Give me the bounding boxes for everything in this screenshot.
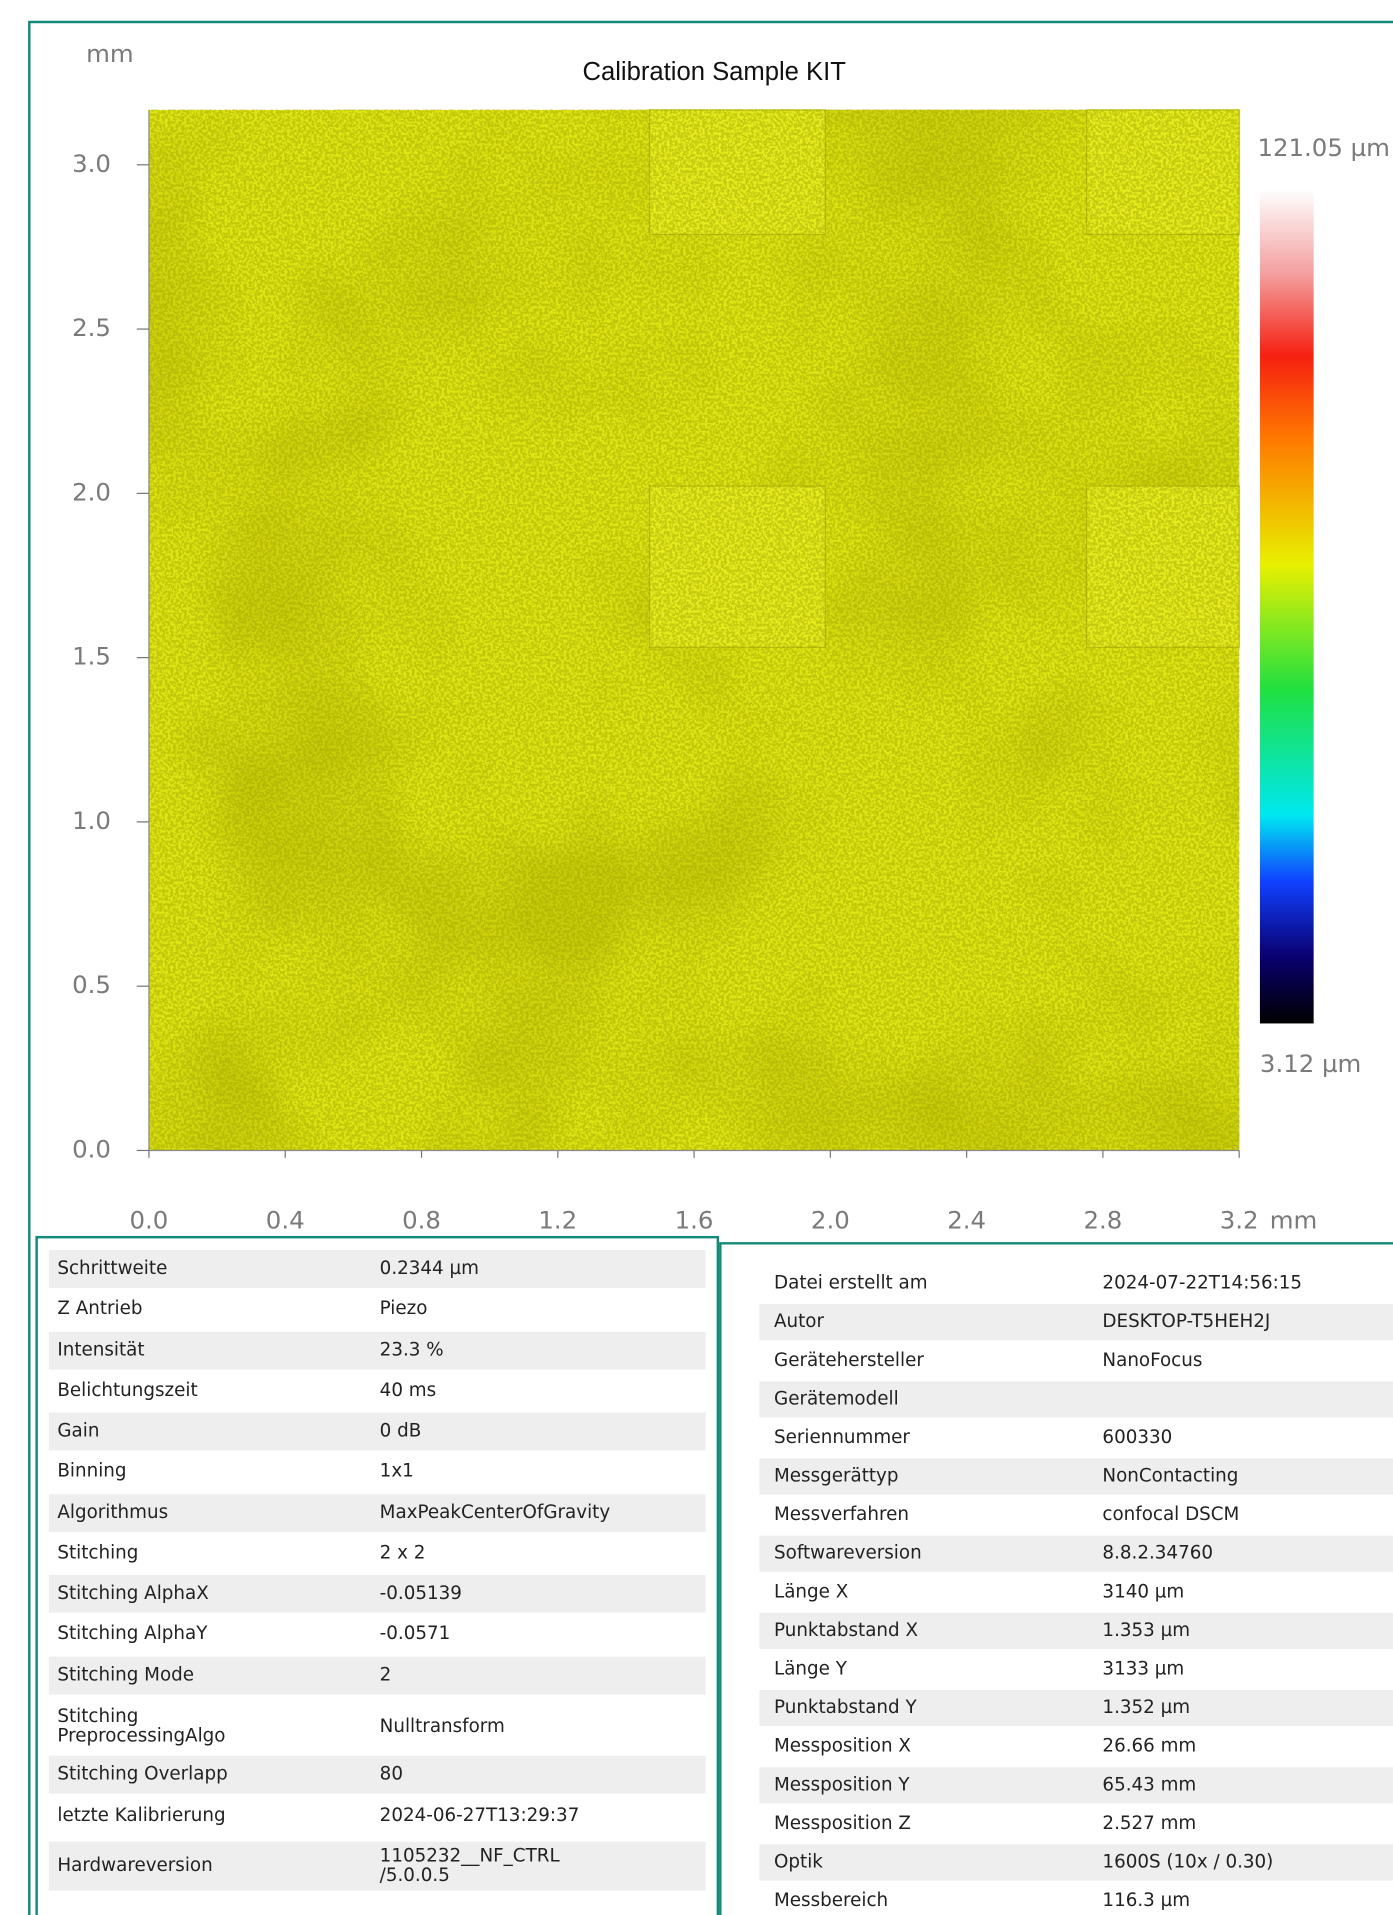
row-value: 80	[380, 1764, 403, 1785]
row-label: Hardwareversion	[57, 1855, 212, 1876]
row-label: Stitching AlphaY	[57, 1623, 208, 1644]
row-value: MaxPeakCenterOfGravity	[380, 1502, 611, 1523]
y-tick-label: 2.0	[72, 477, 111, 506]
row-label: Z Antrieb	[57, 1298, 142, 1319]
row-label: Schrittweite	[57, 1258, 167, 1279]
row-label: Datei erstellt am	[774, 1273, 928, 1294]
row-value: 40 ms	[380, 1380, 436, 1401]
row-label: Stitching	[57, 1542, 138, 1563]
colorbar-min: 3.12 µm	[1260, 1049, 1361, 1078]
row-label: Belichtungszeit	[57, 1380, 197, 1401]
y-tick-label: 3.0	[72, 149, 111, 178]
row-value: Piezo	[380, 1298, 428, 1319]
row-bg	[759, 1844, 1393, 1880]
row-label: PreprocessingAlgo	[57, 1726, 225, 1747]
y-tick-label: 2.5	[72, 313, 111, 342]
y-tick-label: 0.5	[72, 970, 111, 999]
row-label: letzte Kalibrierung	[57, 1805, 225, 1826]
row-value: 3140 µm	[1102, 1581, 1184, 1602]
x-unit: mm	[1270, 1205, 1318, 1234]
row-label: Autor	[774, 1311, 824, 1332]
row-value: 2 x 2	[380, 1542, 426, 1563]
row-label: Punktabstand X	[774, 1620, 918, 1641]
row-value: 1600S (10x / 0.30)	[1102, 1851, 1273, 1872]
y-unit: mm	[86, 39, 134, 68]
row-label: Messposition Z	[774, 1813, 911, 1834]
row-value: 2024-06-27T13:29:37	[380, 1805, 580, 1826]
row-label: Messverfahren	[774, 1504, 909, 1525]
row-value: 2024-07-22T14:56:15	[1102, 1273, 1302, 1294]
row-value: 1105232__NF_CTRL	[380, 1845, 561, 1866]
row-label: Stitching Mode	[57, 1665, 194, 1686]
surface-texture	[149, 110, 1239, 1151]
row-label: Punktabstand Y	[774, 1697, 917, 1718]
row-label: Länge X	[774, 1581, 848, 1602]
screen: mm Calibration Sample KIT 121.05 µm 3.12…	[0, 0, 1393, 1915]
x-tick-label: 0.8	[402, 1205, 441, 1234]
colorbar	[1260, 189, 1314, 1023]
row-label: Messposition Y	[774, 1774, 910, 1795]
y-tick-label: 1.0	[72, 806, 111, 835]
row-label: Softwareversion	[774, 1543, 922, 1564]
row-label: Seriennummer	[774, 1427, 910, 1448]
row-value: 116.3 µm	[1102, 1890, 1190, 1911]
row-label: Intensität	[57, 1340, 144, 1361]
row-value: 3133 µm	[1102, 1659, 1184, 1680]
row-value: 8.8.2.34760	[1102, 1543, 1213, 1564]
row-value: 0 dB	[380, 1420, 422, 1441]
row-label: Messbereich	[774, 1890, 888, 1911]
row-label: Gerätehersteller	[774, 1350, 924, 1371]
row-value: 65.43 mm	[1102, 1774, 1196, 1795]
row-value: 2.527 mm	[1102, 1813, 1196, 1834]
plot-title: Calibration Sample KIT	[582, 58, 846, 86]
row-value: NonContacting	[1102, 1466, 1238, 1487]
row-bg	[49, 1412, 706, 1450]
row-value: /5.0.0.5	[380, 1865, 450, 1886]
row-value: NanoFocus	[1102, 1350, 1202, 1371]
x-tick-label: 0.0	[130, 1205, 169, 1234]
row-value: -0.05139	[380, 1583, 462, 1604]
row-label: Gain	[57, 1420, 99, 1441]
row-value: 1.353 µm	[1102, 1620, 1190, 1641]
row-value: 0.2344 µm	[380, 1258, 479, 1279]
row-label: Messposition X	[774, 1736, 911, 1757]
row-label: Algorithmus	[57, 1502, 168, 1523]
x-tick-label: 1.6	[675, 1205, 714, 1234]
row-label: Stitching Overlapp	[57, 1764, 227, 1785]
y-tick-label: 1.5	[72, 642, 111, 671]
row-bg	[49, 1332, 706, 1370]
row-label: Gerätemodell	[774, 1388, 899, 1409]
row-bg	[759, 1304, 1393, 1340]
x-tick-label: 0.4	[266, 1205, 305, 1234]
row-value: 1.352 µm	[1102, 1697, 1190, 1718]
row-value: 600330	[1102, 1427, 1172, 1448]
row-value: 26.66 mm	[1102, 1736, 1196, 1757]
y-tick-label: 0.0	[72, 1134, 111, 1163]
x-tick-label: 2.4	[947, 1205, 986, 1234]
colorbar-max: 121.05 µm	[1257, 133, 1389, 162]
row-value: 1x1	[380, 1461, 414, 1482]
x-tick-label: 1.2	[538, 1205, 577, 1234]
x-tick-label: 2.0	[811, 1205, 850, 1234]
row-value: 2	[380, 1665, 392, 1686]
row-value: Nulltransform	[380, 1716, 505, 1737]
row-label: Stitching	[57, 1706, 138, 1727]
x-tick-label: 2.8	[1083, 1205, 1122, 1234]
row-value: confocal DSCM	[1102, 1504, 1239, 1525]
row-value: DESKTOP-T5HEH2J	[1102, 1311, 1270, 1332]
row-label: Messgerättyp	[774, 1466, 898, 1487]
row-value: 23.3 %	[380, 1340, 444, 1361]
row-label: Stitching AlphaX	[57, 1583, 208, 1604]
row-label: Binning	[57, 1461, 126, 1482]
row-label: Optik	[774, 1851, 823, 1872]
row-label: Länge Y	[774, 1659, 848, 1680]
row-value: -0.0571	[380, 1623, 451, 1644]
surface-image	[149, 110, 1239, 1151]
page: mm Calibration Sample KIT 121.05 µm 3.12…	[0, 0, 1393, 1915]
x-tick-label: 3.2	[1220, 1205, 1259, 1234]
